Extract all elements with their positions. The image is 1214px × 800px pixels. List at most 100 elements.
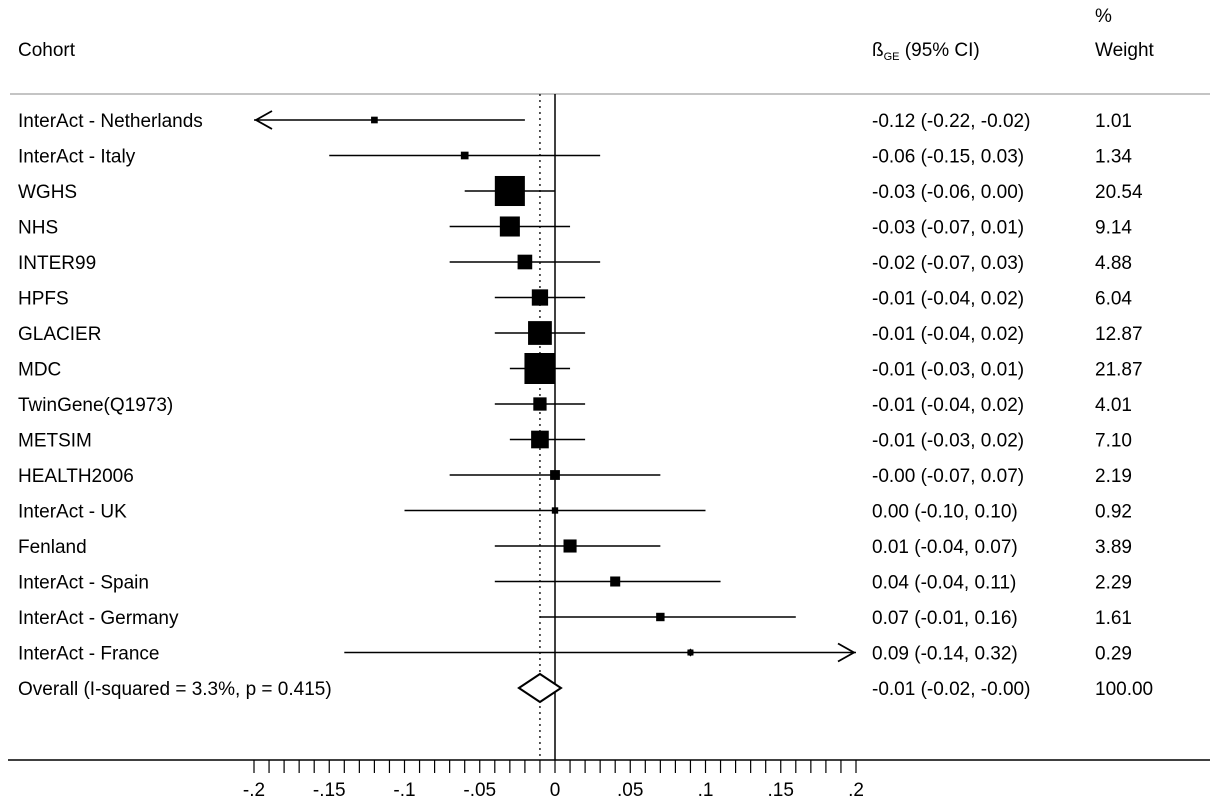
overall-diamond bbox=[517, 672, 563, 704]
point-estimate bbox=[531, 430, 549, 449]
row-weight: 7.10 bbox=[1095, 431, 1132, 452]
row-label: InterAct - Italy bbox=[18, 147, 136, 168]
row-label: InterAct - Spain bbox=[18, 573, 149, 594]
row-label: InterAct - Germany bbox=[18, 608, 179, 629]
point-estimate bbox=[531, 289, 549, 306]
row-label: TwinGene(Q1973) bbox=[18, 395, 173, 416]
row-label: GLACIER bbox=[18, 324, 101, 345]
point-estimate bbox=[460, 151, 469, 160]
row-estimate: -0.00 (-0.07, 0.07) bbox=[872, 466, 1024, 487]
row-estimate: -0.12 (-0.22, -0.02) bbox=[872, 111, 1030, 132]
row-label: InterAct - France bbox=[18, 644, 160, 665]
x-tick-label: .05 bbox=[617, 780, 643, 800]
row-weight: 4.01 bbox=[1095, 395, 1132, 416]
forest-row: INTER99 -0.02 (-0.07, 0.03) 4.88 bbox=[18, 253, 1132, 274]
ci-arrow-left bbox=[254, 110, 273, 130]
row-label: INTER99 bbox=[18, 253, 96, 274]
point-estimate bbox=[563, 539, 577, 553]
point-marker bbox=[686, 648, 695, 657]
x-tick-label: 0 bbox=[550, 780, 561, 800]
overall-weight: 100.00 bbox=[1095, 679, 1153, 700]
point-estimate bbox=[494, 175, 525, 207]
forest-row: InterAct - France 0.09 (-0.14, 0.32) 0.29 bbox=[18, 642, 1132, 665]
forest-row: TwinGene(Q1973) -0.01 (-0.04, 0.02) 4.01 bbox=[18, 395, 1132, 416]
row-estimate: -0.03 (-0.06, 0.00) bbox=[872, 182, 1024, 203]
row-weight: 3.89 bbox=[1095, 537, 1132, 558]
row-weight: 20.54 bbox=[1095, 182, 1143, 203]
overall-estimate: -0.01 (-0.02, -0.00) bbox=[872, 679, 1030, 700]
row-estimate: -0.03 (-0.07, 0.01) bbox=[872, 218, 1024, 239]
header-estimate-symbol: ß bbox=[872, 40, 884, 61]
x-tick-label: .15 bbox=[768, 780, 794, 800]
point-estimate bbox=[551, 507, 559, 514]
row-label: HEALTH2006 bbox=[18, 466, 134, 487]
forest-row: MDC -0.01 (-0.03, 0.01) 21.87 bbox=[18, 353, 1143, 384]
forest-row: GLACIER -0.01 (-0.04, 0.02) 12.87 bbox=[18, 321, 1143, 345]
row-weight: 4.88 bbox=[1095, 253, 1132, 274]
point-estimate bbox=[371, 116, 378, 124]
point-estimate bbox=[524, 353, 556, 384]
point-estimate bbox=[533, 397, 547, 411]
row-estimate: -0.02 (-0.07, 0.03) bbox=[872, 253, 1024, 274]
row-label: MDC bbox=[18, 360, 61, 381]
forest-row: InterAct - Spain 0.04 (-0.04, 0.11) 2.29 bbox=[18, 573, 1132, 594]
row-estimate: -0.01 (-0.04, 0.02) bbox=[872, 289, 1024, 310]
row-label: HPFS bbox=[18, 289, 69, 310]
row-weight: 1.01 bbox=[1095, 111, 1132, 132]
x-tick-label: -.1 bbox=[393, 780, 415, 800]
x-tick-label: .1 bbox=[698, 780, 714, 800]
row-label: InterAct - UK bbox=[18, 502, 127, 523]
point-estimate bbox=[550, 470, 560, 480]
ci-arrow-right bbox=[837, 642, 856, 663]
row-weight: 0.29 bbox=[1095, 644, 1132, 665]
row-estimate: -0.06 (-0.15, 0.03) bbox=[872, 147, 1024, 168]
overall-row: Overall (I-squared = 3.3%, p = 0.415) -0.… bbox=[18, 672, 1153, 704]
forest-row: METSIM -0.01 (-0.03, 0.02) 7.10 bbox=[18, 431, 1132, 452]
row-estimate: 0.07 (-0.01, 0.16) bbox=[872, 608, 1018, 629]
row-weight: 21.87 bbox=[1095, 360, 1143, 381]
x-tick-label: -.05 bbox=[463, 780, 496, 800]
header-cohort: Cohort bbox=[18, 40, 76, 61]
point-estimate bbox=[656, 612, 665, 622]
forest-row: HPFS -0.01 (-0.04, 0.02) 6.04 bbox=[18, 289, 1132, 310]
row-weight: 0.92 bbox=[1095, 502, 1132, 523]
row-estimate: 0.04 (-0.04, 0.11) bbox=[872, 573, 1016, 594]
forest-row: Fenland 0.01 (-0.04, 0.07) 3.89 bbox=[18, 537, 1132, 558]
forest-row: InterAct - Italy -0.06 (-0.15, 0.03) 1.34 bbox=[18, 147, 1132, 168]
row-estimate: 0.01 (-0.04, 0.07) bbox=[872, 537, 1018, 558]
row-estimate: 0.09 (-0.14, 0.32) bbox=[872, 644, 1018, 665]
forest-row: WGHS -0.03 (-0.06, 0.00) 20.54 bbox=[18, 175, 1143, 207]
row-weight: 12.87 bbox=[1095, 324, 1143, 345]
row-weight: 2.19 bbox=[1095, 466, 1132, 487]
forest-row: InterAct - UK 0.00 (-0.10, 0.10) 0.92 bbox=[18, 502, 1132, 523]
point-estimate bbox=[528, 321, 552, 345]
forest-row: InterAct - Germany 0.07 (-0.01, 0.16) 1.61 bbox=[18, 608, 1132, 629]
header-estimate-rest: (95% CI) bbox=[900, 40, 980, 61]
row-weight: 2.29 bbox=[1095, 573, 1132, 594]
row-estimate: -0.01 (-0.03, 0.01) bbox=[872, 360, 1024, 381]
x-tick-label: -.2 bbox=[243, 780, 265, 800]
row-label: WGHS bbox=[18, 182, 77, 203]
row-estimate: -0.01 (-0.04, 0.02) bbox=[872, 395, 1024, 416]
row-estimate: -0.01 (-0.03, 0.02) bbox=[872, 431, 1024, 452]
row-label: METSIM bbox=[18, 431, 92, 452]
forest-row: HEALTH2006 -0.00 (-0.07, 0.07) 2.19 bbox=[18, 466, 1132, 487]
forest-rows: InterAct - Netherlands -0.12 (-0.22, -0.0… bbox=[18, 110, 1143, 665]
overall-label: Overall (I-squared = 3.3%, p = 0.415) bbox=[18, 679, 332, 700]
row-label: NHS bbox=[18, 218, 58, 239]
header-weight-line1: % bbox=[1095, 6, 1112, 27]
row-weight: 9.14 bbox=[1095, 218, 1132, 239]
x-tick-label: -.15 bbox=[313, 780, 346, 800]
forest-row: InterAct - Netherlands -0.12 (-0.22, -0.0… bbox=[18, 110, 1132, 132]
point-estimate bbox=[517, 254, 533, 270]
row-estimate: 0.00 (-0.10, 0.10) bbox=[872, 502, 1018, 523]
header-estimate: ßGE (95% CI) bbox=[872, 40, 980, 63]
row-weight: 1.34 bbox=[1095, 147, 1132, 168]
point-estimate bbox=[610, 576, 621, 587]
forest-row: NHS -0.03 (-0.07, 0.01) 9.14 bbox=[18, 216, 1132, 239]
row-label: Fenland bbox=[18, 537, 87, 558]
x-axis-ticks: -.2 -.15 -.1 -.05 0 .05 .1 .15 .2 bbox=[243, 760, 864, 800]
row-weight: 6.04 bbox=[1095, 289, 1132, 310]
row-weight: 1.61 bbox=[1095, 608, 1132, 629]
